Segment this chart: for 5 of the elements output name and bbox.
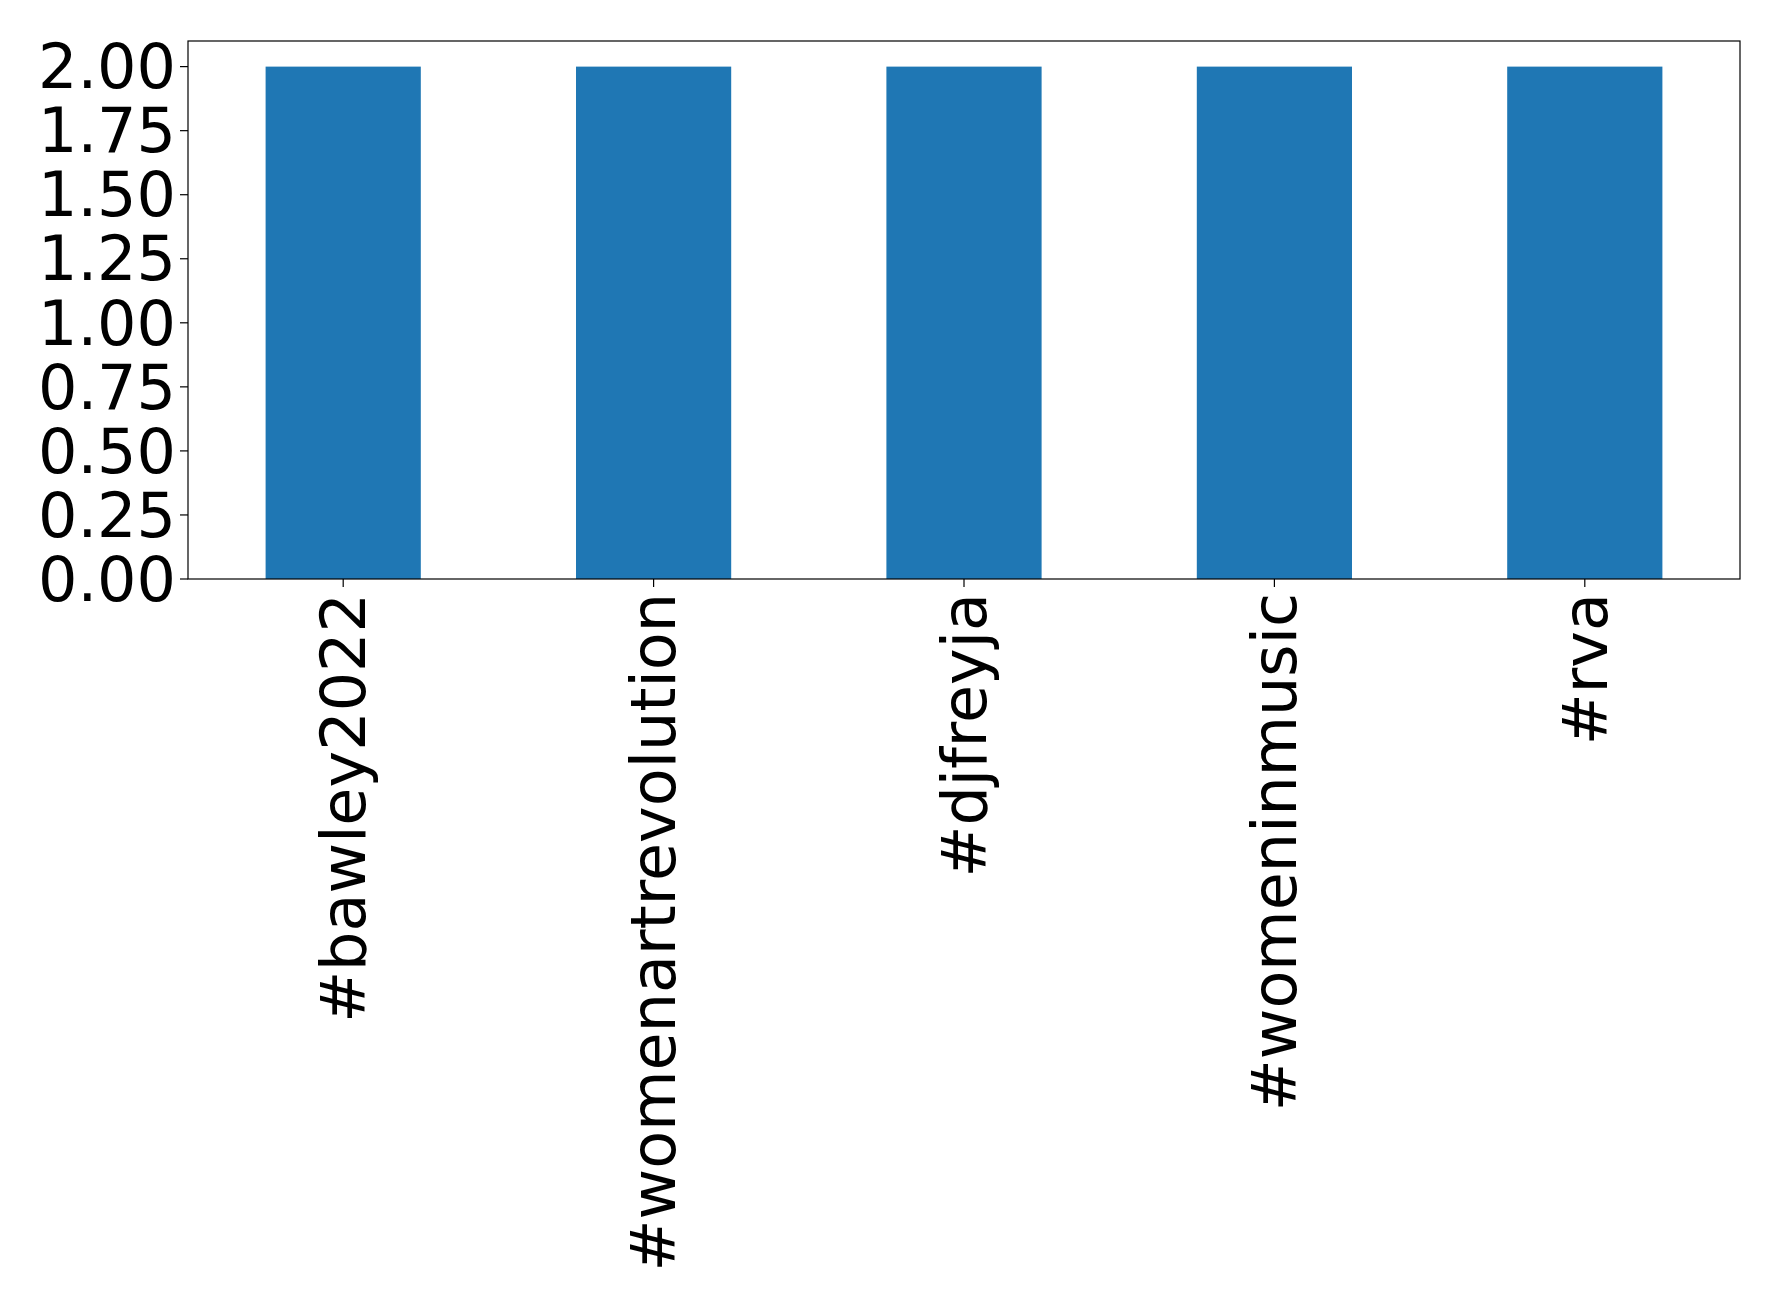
x-tick-label: #djfreyja bbox=[927, 593, 1001, 878]
x-tick-label: #bawley2022 bbox=[306, 593, 380, 1023]
x-tick-label: #womeninmusic bbox=[1238, 593, 1312, 1112]
x-tick-label: #rva bbox=[1548, 593, 1622, 746]
x-tick-label: #womenartrevolution bbox=[617, 593, 691, 1272]
